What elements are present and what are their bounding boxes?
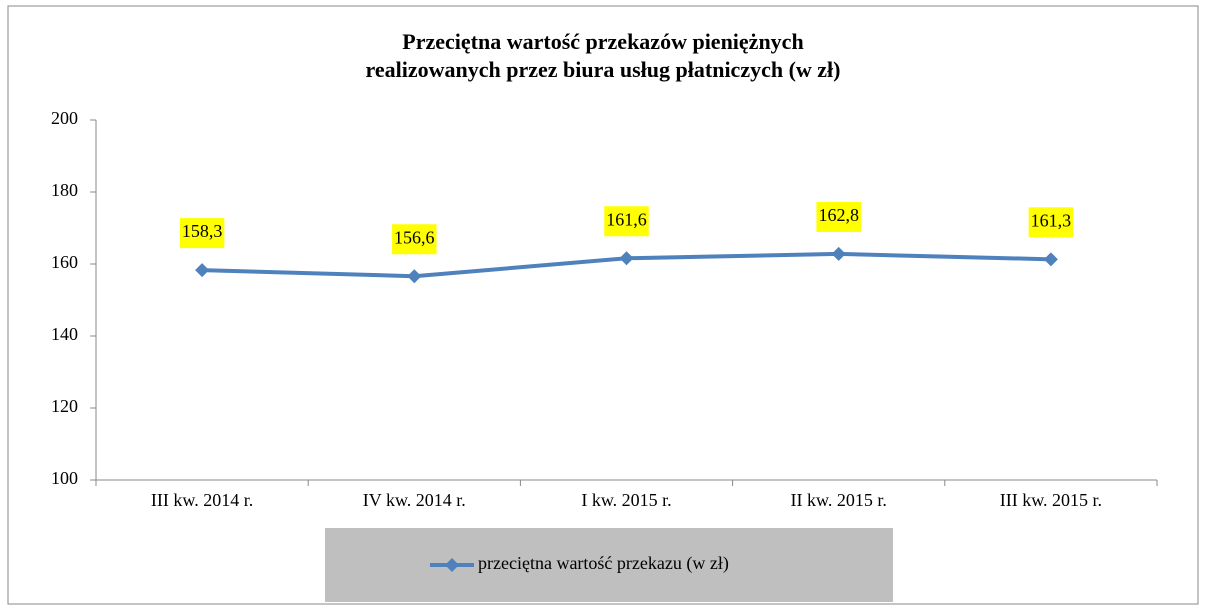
- data-label-bg: [604, 206, 649, 237]
- y-tick-label: 100: [51, 468, 78, 488]
- chart-border: [7, 5, 1199, 605]
- y-tick-label: 160: [51, 252, 78, 272]
- x-tick-label: IV kw. 2014 r.: [363, 490, 466, 510]
- data-label-bg: [392, 224, 437, 255]
- data-point: [619, 251, 634, 266]
- data-point: [195, 263, 210, 278]
- data-label-bg: [179, 218, 225, 249]
- y-tick-label: 140: [51, 324, 78, 344]
- y-tick-label: 120: [51, 396, 78, 416]
- data-label-bg: [1028, 207, 1074, 238]
- x-tick-label: III kw. 2015 r.: [1000, 490, 1102, 510]
- x-tick-label: II kw. 2015 r.: [791, 490, 887, 510]
- data-label: 161,3: [1031, 210, 1072, 230]
- data-point: [831, 246, 846, 261]
- data-label: 158,3: [182, 221, 223, 241]
- legend-label: przeciętna wartość przekazu (w zł): [478, 553, 729, 574]
- legend-box: [325, 528, 893, 602]
- data-point: [407, 269, 422, 284]
- data-point: [1043, 252, 1058, 267]
- data-label: 156,6: [394, 227, 435, 247]
- data-label: 161,6: [606, 209, 647, 229]
- chart-title: Przeciętna wartość przekazów pieniężnych…: [365, 29, 841, 82]
- x-tick-label: III kw. 2014 r.: [151, 490, 253, 510]
- x-tick-label: I kw. 2015 r.: [581, 490, 671, 510]
- data-label-bg: [816, 201, 861, 232]
- legend-marker: [445, 558, 459, 572]
- y-tick-label: 200: [51, 108, 78, 128]
- y-tick-label: 180: [51, 180, 78, 200]
- data-label: 162,8: [818, 205, 859, 225]
